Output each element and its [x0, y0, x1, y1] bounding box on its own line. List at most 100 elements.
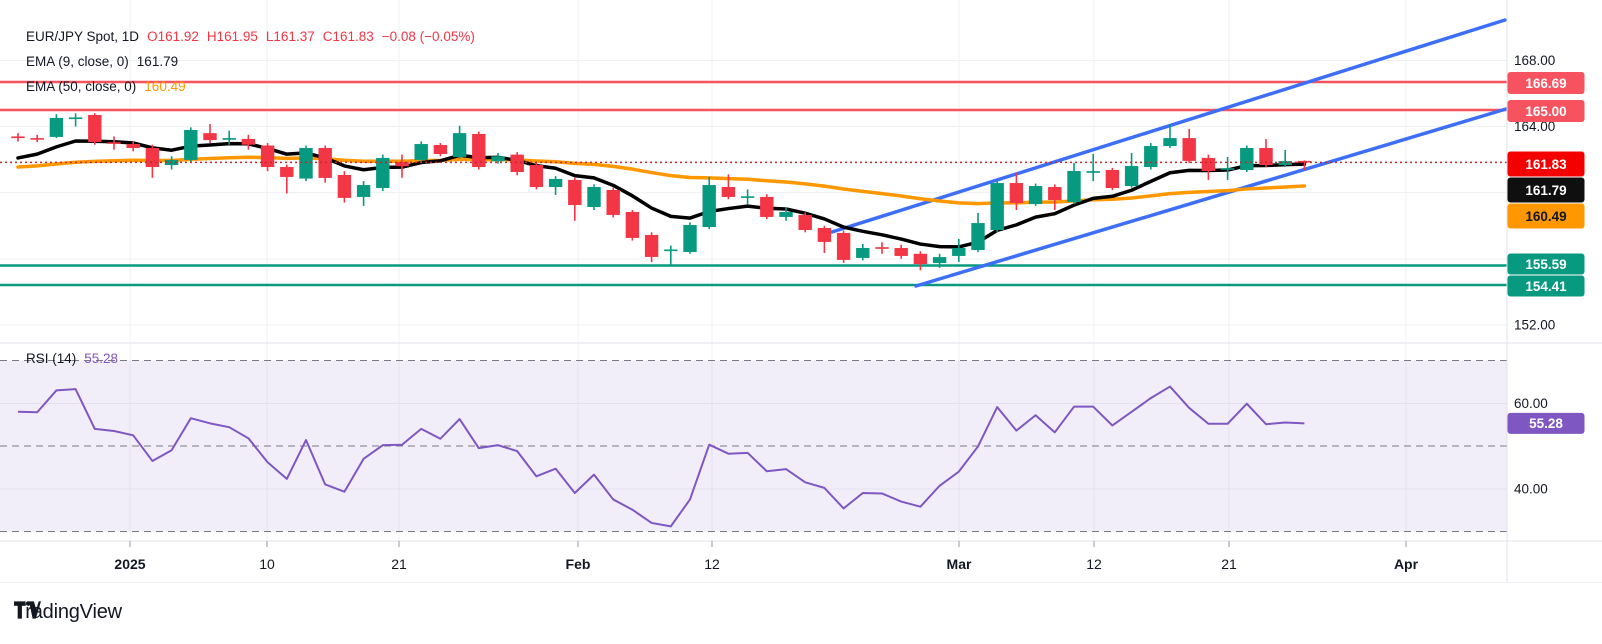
candle-up	[1086, 171, 1100, 173]
price-badge-text: 165.00	[1525, 104, 1566, 119]
candle-down	[395, 162, 409, 167]
time-tick-label: 21	[1221, 556, 1237, 572]
candle-down	[1048, 187, 1062, 201]
price-change: −0.08 (−0.05%)	[381, 29, 475, 44]
candle-down	[1297, 160, 1312, 163]
ohlc-close: C161.83	[322, 29, 374, 44]
price-badge-text: 160.49	[1525, 209, 1566, 224]
ohlc-high: H161.95	[206, 29, 258, 44]
candle-up	[856, 248, 870, 258]
candle-up	[414, 144, 428, 160]
price-badge-text: 155.59	[1525, 257, 1566, 272]
candle-up	[740, 196, 755, 198]
candle-up	[932, 257, 947, 264]
time-tick-label: 12	[704, 556, 720, 572]
candle-up	[68, 117, 83, 120]
candle-down	[836, 232, 851, 260]
candle-down	[1105, 169, 1120, 189]
candle-up	[452, 133, 467, 157]
rsi-badge	[1507, 412, 1585, 434]
candle-down	[433, 145, 448, 154]
candle-up	[548, 178, 563, 188]
candle-up	[1163, 138, 1177, 147]
candle-down	[337, 174, 352, 198]
candle-down	[1201, 157, 1216, 171]
candle-down	[625, 211, 640, 238]
candle-down	[472, 133, 486, 168]
candle-up	[222, 138, 236, 140]
time-tick-label: 10	[259, 556, 275, 572]
tradingview-logo-text: TradingView	[14, 601, 122, 623]
price-badge-text: 161.83	[1525, 157, 1567, 172]
rsi-label: RSI (14)	[26, 351, 77, 366]
candle-up	[376, 157, 390, 189]
ema9-label: EMA (9, close, 0)	[26, 54, 129, 69]
candle-up	[1220, 168, 1235, 170]
rsi-axis-label: 60.00	[1514, 396, 1548, 411]
candle-down	[1009, 183, 1024, 204]
ema50-legend-row[interactable]: EMA (50, close, 0) 160.49	[26, 79, 194, 94]
time-tick-label: 12	[1086, 556, 1102, 572]
candle-down	[126, 144, 140, 149]
candle-up	[49, 117, 64, 137]
candle-down	[894, 248, 908, 256]
candle-up	[779, 211, 793, 217]
ema50-label: EMA (50, close, 0)	[26, 79, 137, 94]
symbol-legend-row[interactable]: EUR/JPY Spot, 1D O161.92 H161.95 L161.37 C16…	[26, 29, 483, 44]
chart-canvas[interactable]: 2025 10 21 Feb 12 Mar 12 21 Apr 168.00 164.00 152.0…	[0, 0, 1602, 583]
candle-down	[280, 167, 294, 177]
candle-up	[1240, 148, 1254, 170]
candle-down	[721, 187, 736, 197]
candle-down	[510, 154, 524, 172]
rsi-legend-row[interactable]: RSI (14) 55.28	[26, 351, 126, 366]
time-tick-label: Feb	[566, 556, 591, 572]
candle-up	[587, 187, 601, 208]
rsi-line	[17, 385, 1305, 528]
candle-up	[1028, 186, 1043, 205]
candle-down	[817, 228, 832, 242]
ema9-line	[16, 139, 1307, 249]
candle-up	[1144, 146, 1158, 168]
price-badge	[1507, 100, 1585, 122]
candle-down	[88, 114, 102, 143]
price-axis-label: 168.00	[1514, 53, 1555, 68]
ema9-legend-row[interactable]: EMA (9, close, 0) 161.79	[26, 54, 186, 69]
price-badge	[1507, 253, 1585, 275]
candle-down	[798, 214, 812, 230]
price-axis-label: 152.00	[1514, 317, 1555, 332]
rsi-value: 55.28	[84, 351, 119, 366]
time-tick-label: 2025	[114, 556, 145, 572]
candle-down	[145, 148, 160, 168]
tradingview-logo-link[interactable]: TradingView	[14, 601, 122, 624]
ohlc-low: L161.37	[265, 29, 315, 44]
ema9-value: 161.79	[136, 54, 179, 69]
price-badge	[1507, 203, 1585, 229]
time-tick-label: Apr	[1394, 556, 1419, 572]
price-badge-text: 166.69	[1525, 76, 1566, 91]
candle-down	[913, 253, 928, 265]
price-badge-text: 154.41	[1525, 279, 1567, 294]
tradingview-logo-icon	[14, 601, 41, 619]
ohlc-open: O161.92	[147, 29, 199, 44]
trendline	[830, 18, 1507, 234]
candle-up	[491, 156, 505, 162]
candle-down	[875, 247, 889, 249]
trendline	[914, 107, 1508, 288]
symbol-title: EUR/JPY Spot, 1D	[26, 29, 140, 44]
rsi-badge-text: 55.28	[1529, 416, 1563, 431]
price-badge	[1507, 275, 1585, 297]
candle-up	[683, 225, 697, 252]
price-badge	[1507, 72, 1585, 94]
candle-up	[184, 129, 198, 160]
candle-down	[760, 196, 774, 217]
candle-up	[356, 185, 371, 197]
candle-up	[952, 248, 966, 256]
candle-up	[971, 223, 985, 250]
time-tick-label: 21	[391, 556, 407, 572]
candle-down	[1259, 148, 1273, 166]
price-badge	[1507, 151, 1585, 177]
price-badge	[1507, 177, 1585, 203]
candle-down	[568, 179, 582, 206]
time-tick-label: Mar	[947, 556, 972, 572]
